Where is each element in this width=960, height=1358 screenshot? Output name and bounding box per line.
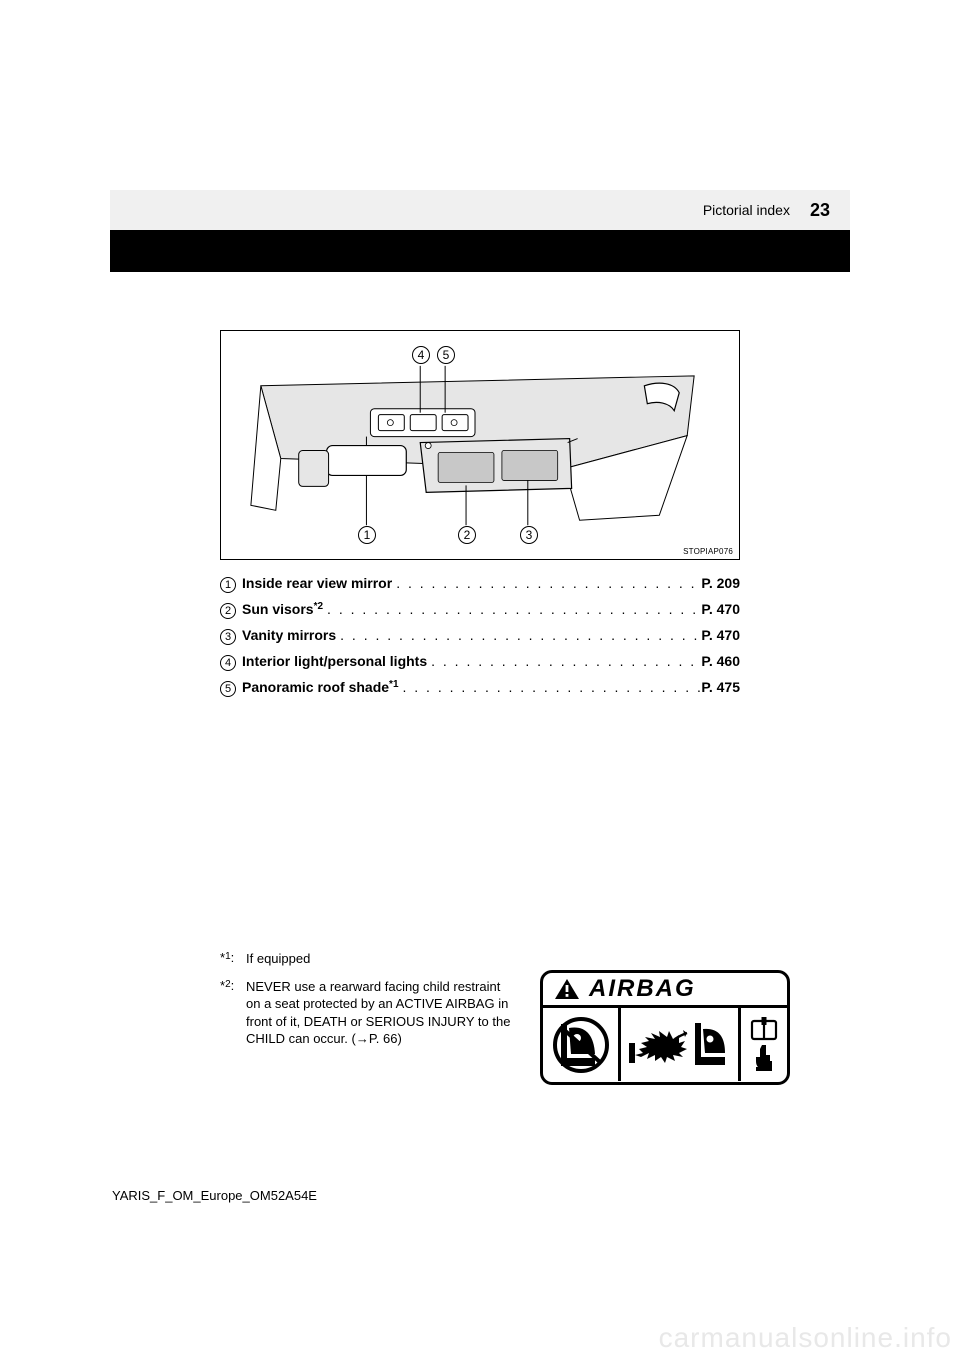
section-title: Pictorial index bbox=[703, 202, 790, 218]
index-row: 3 Vanity mirrors . . . . . . . . . . . .… bbox=[220, 627, 740, 645]
index-label: Vanity mirrors bbox=[242, 627, 336, 643]
index-row: 4 Interior light/personal lights . . . .… bbox=[220, 653, 740, 671]
leader-dots: . . . . . . . . . . . . . . . . . . . . … bbox=[427, 653, 701, 669]
index-row: 2 Sun visors *2 . . . . . . . . . . . . … bbox=[220, 601, 740, 619]
index-num: 4 bbox=[220, 655, 236, 671]
footnotes: *1: If equipped *2: NEVER use a rearward… bbox=[220, 950, 515, 1058]
index-num: 5 bbox=[220, 681, 236, 697]
index-num: 2 bbox=[220, 603, 236, 619]
index-label: Panoramic roof shade bbox=[242, 679, 389, 695]
hand-point-icon bbox=[751, 1043, 777, 1073]
no-child-seat-icon bbox=[543, 1008, 621, 1081]
airbag-deploy-icon bbox=[621, 1008, 741, 1081]
header-bar: Pictorial index 23 bbox=[110, 190, 850, 230]
diagram-id: STOPIAP076 bbox=[683, 547, 733, 556]
leader-dots: . . . . . . . . . . . . . . . . . . . . … bbox=[323, 601, 701, 617]
index-page: P. 470 bbox=[701, 627, 740, 643]
index-label: Inside rear view mirror bbox=[242, 575, 392, 591]
index-page: P. 209 bbox=[701, 575, 740, 591]
leader-dots: . . . . . . . . . . . . . . . . . . . . … bbox=[399, 679, 702, 695]
car-interior-illustration bbox=[221, 331, 739, 560]
index-page: P. 460 bbox=[701, 653, 740, 669]
index-num: 1 bbox=[220, 577, 236, 593]
watermark: carmanualsonline.info bbox=[651, 1318, 960, 1358]
index-list: 1 Inside rear view mirror . . . . . . . … bbox=[220, 575, 740, 705]
callout-1: 1 bbox=[358, 526, 376, 544]
airbag-header: AIRBAG bbox=[543, 973, 787, 1008]
header-black-bar bbox=[110, 230, 850, 272]
footnote-text: NEVER use a rearward facing child restra… bbox=[246, 978, 515, 1048]
index-sup: *1 bbox=[389, 679, 398, 690]
document-id: YARIS_F_OM_Europe_OM52A54E bbox=[112, 1188, 317, 1203]
index-num: 3 bbox=[220, 629, 236, 645]
footnote-text: If equipped bbox=[246, 950, 310, 968]
index-page: P. 470 bbox=[701, 601, 740, 617]
airbag-title: AIRBAG bbox=[589, 975, 696, 1003]
footnote-marker: *1: bbox=[220, 950, 246, 968]
warning-triangle-icon bbox=[553, 977, 581, 1001]
interior-diagram: 4 5 1 2 3 STOPIAP076 bbox=[220, 330, 740, 560]
manual-icons bbox=[741, 1008, 787, 1081]
callout-4: 4 bbox=[412, 346, 430, 364]
index-label: Interior light/personal lights bbox=[242, 653, 427, 669]
leader-dots: . . . . . . . . . . . . . . . . . . . . … bbox=[336, 627, 701, 643]
index-label: Sun visors bbox=[242, 601, 314, 617]
index-page: P. 475 bbox=[701, 679, 740, 695]
callout-3: 3 bbox=[520, 526, 538, 544]
airbag-warning-box: AIRBAG bbox=[540, 970, 790, 1085]
index-sup: *2 bbox=[314, 601, 323, 612]
footnote: *1: If equipped bbox=[220, 950, 515, 968]
callout-2: 2 bbox=[458, 526, 476, 544]
index-row: 1 Inside rear view mirror . . . . . . . … bbox=[220, 575, 740, 593]
page-number: 23 bbox=[810, 200, 830, 221]
callout-5: 5 bbox=[437, 346, 455, 364]
book-icon bbox=[749, 1017, 779, 1043]
footnote-marker: *2: bbox=[220, 978, 246, 1048]
airbag-pictograms bbox=[543, 1008, 787, 1081]
index-row: 5 Panoramic roof shade *1 . . . . . . . … bbox=[220, 679, 740, 697]
leader-dots: . . . . . . . . . . . . . . . . . . . . … bbox=[392, 575, 701, 591]
footnote: *2: NEVER use a rearward facing child re… bbox=[220, 978, 515, 1048]
